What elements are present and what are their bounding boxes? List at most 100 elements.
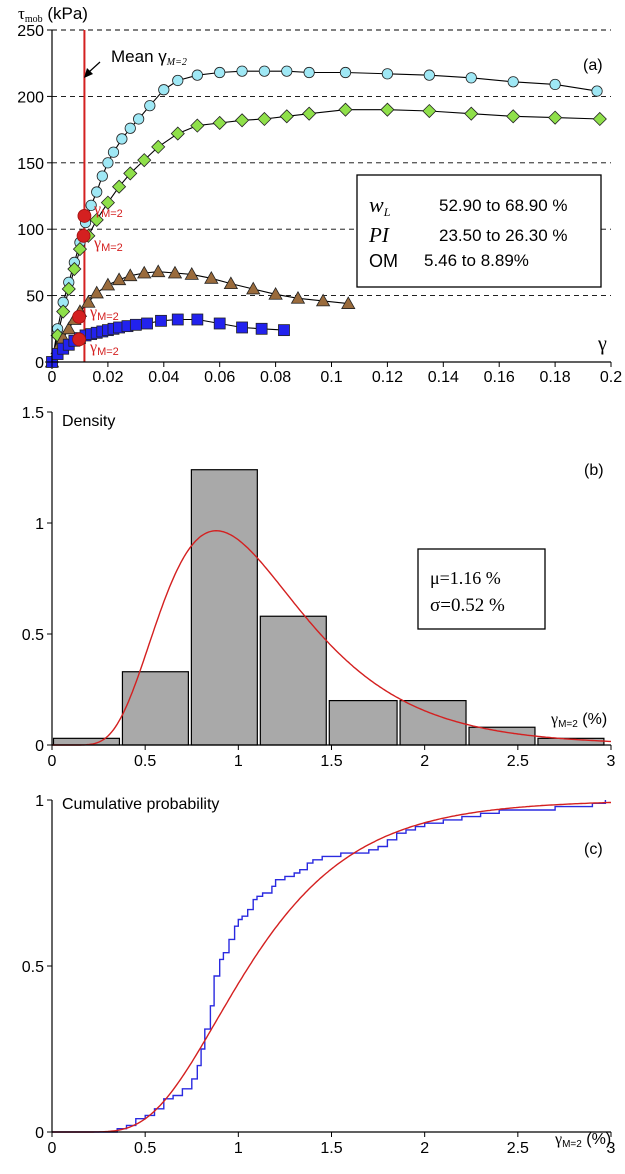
data-point-circle	[158, 84, 170, 96]
data-point-circle	[116, 133, 128, 145]
data-point-circle	[191, 69, 203, 81]
data-point-diamond	[506, 109, 521, 124]
x-tick-label: 1.5	[320, 1140, 342, 1157]
data-point-diamond	[190, 118, 205, 133]
data-point-circle	[91, 186, 103, 198]
data-point-diamond	[464, 106, 479, 121]
x-tick-label: 0.08	[260, 369, 291, 386]
data-point-triangle	[184, 267, 199, 280]
panel-a-ylabel: τmob (kPa)	[18, 4, 88, 25]
panel-c-label: (c)	[584, 841, 603, 858]
x-tick-label: 0.14	[428, 369, 459, 386]
mobilized-point	[72, 309, 87, 324]
data-point-diamond	[67, 261, 82, 277]
y-tick-label: 1	[35, 793, 44, 810]
data-point-circle	[258, 65, 271, 77]
data-point-diamond	[422, 103, 437, 119]
data-point-circle	[381, 68, 393, 80]
x-tick-label: 0.02	[92, 369, 123, 386]
data-point-diamond	[72, 242, 88, 257]
data-point-triangle	[268, 286, 283, 300]
data-point-triangle	[315, 293, 331, 307]
svg-text:γM=2: γM=2	[89, 339, 119, 358]
data-point-square	[171, 313, 184, 326]
mobilized-point	[72, 332, 87, 347]
histogram-bar	[190, 469, 258, 746]
panel-c-xlabel: γM=2 (%)	[554, 1131, 611, 1150]
data-point-circle	[507, 76, 519, 88]
data-point-square	[213, 317, 226, 330]
x-tick-label: 0.2	[600, 369, 622, 386]
svg-text:γM=2: γM=2	[93, 201, 123, 220]
x-tick-label: 1	[234, 753, 243, 770]
data-point-circle	[303, 66, 315, 79]
lognormal-pdf-curve	[52, 529, 611, 746]
mobilized-point	[76, 228, 91, 243]
x-tick-label: 0	[48, 1140, 57, 1157]
data-point-diamond	[380, 102, 395, 117]
data-point-diamond	[123, 166, 138, 181]
data-point-square	[141, 317, 153, 330]
mean-annotation: Mean γM=2	[84, 47, 187, 78]
data-point-diamond	[89, 212, 104, 227]
data-point-triangle	[81, 294, 96, 308]
histogram-bar	[259, 615, 327, 746]
histogram-bar	[468, 726, 536, 746]
y-tick-label: 0.5	[22, 959, 44, 976]
y-tick-label: 200	[17, 89, 44, 106]
data-point-diamond	[151, 139, 166, 154]
y-tick-label: 50	[26, 289, 44, 306]
panel-c-ticks: 0 0.5 1 1.5 2 2.5 3 0 0.5 1	[22, 793, 616, 1157]
panel-c-lines	[52, 800, 611, 1133]
panel-b-ticks: 0 0.5 1 1.5 2 2.5 3 0 0.5 1 1.5	[22, 405, 616, 770]
data-point-circle	[591, 85, 603, 97]
data-point-circle	[102, 157, 114, 169]
data-point-square	[236, 321, 248, 334]
x-tick-label: 2.5	[507, 753, 529, 770]
x-tick-label: 0.18	[540, 369, 571, 386]
data-point-diamond	[302, 106, 317, 121]
om-value: 5.46 to 8.89%	[424, 251, 529, 270]
mobilized-point	[77, 209, 92, 223]
data-point-diamond	[170, 126, 185, 141]
data-point-circle	[214, 66, 226, 79]
x-tick-label: 2.5	[507, 1140, 529, 1157]
svg-text:γM=2: γM=2	[93, 235, 123, 254]
data-point-diamond	[61, 281, 76, 297]
data-point-diamond	[100, 195, 115, 210]
panel-a-label: (a)	[583, 57, 603, 74]
x-tick-label: 0.06	[204, 369, 235, 386]
y-tick-label: 1	[35, 516, 44, 533]
panel-b: 0 0.5 1 1.5 2 2.5 3 0 0.5 1 1.5 Density (b) γM=2 (…	[22, 405, 616, 770]
data-point-triangle	[204, 271, 219, 284]
data-point-triangle	[151, 264, 166, 278]
panel-b-xlabel: γM=2 (%)	[550, 711, 607, 730]
panel-b-fit-curve	[52, 529, 611, 746]
data-point-circle	[339, 66, 352, 79]
data-point-diamond	[137, 153, 152, 168]
data-point-square	[129, 318, 142, 331]
data-point-triangle	[100, 277, 116, 291]
data-point-triangle	[167, 265, 183, 279]
data-point-triangle	[111, 272, 127, 286]
data-point-circle	[133, 113, 145, 125]
panel-c-axes	[51, 800, 611, 1133]
data-point-diamond	[56, 304, 71, 319]
data-point-diamond	[234, 113, 250, 128]
y-tick-label: 1.5	[22, 405, 44, 422]
data-point-triangle	[223, 276, 239, 290]
svg-text:γM=2: γM=2	[89, 304, 119, 323]
svg-text:Mean γM=2: Mean γM=2	[111, 47, 187, 68]
x-tick-label: 2	[420, 753, 429, 770]
properties-box: wL 52.90 to 68.90 % PI 23.50 to 26.30 % …	[356, 174, 602, 288]
panel-b-label: (b)	[584, 462, 604, 479]
histogram-bar	[328, 699, 398, 746]
wl-label: wL	[369, 192, 391, 219]
x-tick-label: 0.5	[134, 1140, 156, 1157]
data-point-diamond	[257, 111, 272, 127]
data-point-circle	[281, 65, 293, 77]
data-point-circle	[172, 74, 184, 87]
wl-value: 52.90 to 68.90 %	[439, 196, 568, 215]
data-point-circle	[96, 170, 108, 182]
